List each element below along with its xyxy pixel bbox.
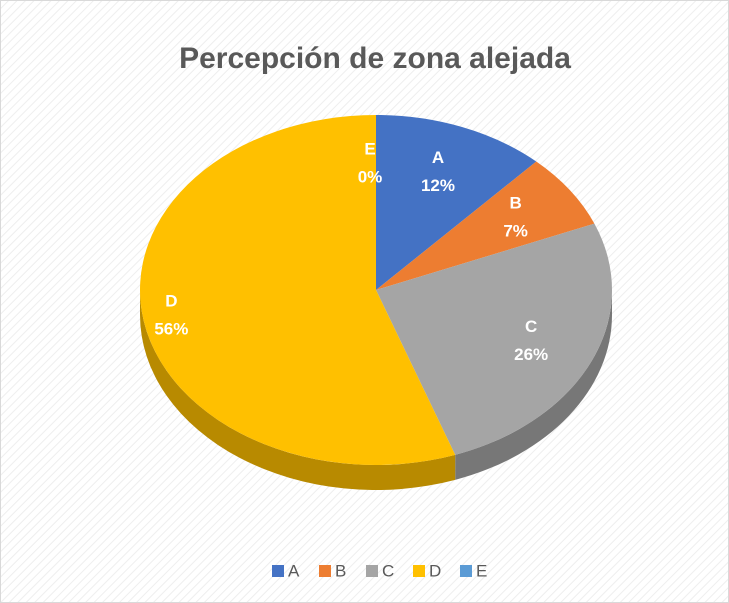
legend-swatch (319, 565, 331, 577)
data-labels: A 12% B 7% C 26% D 56% E 0% (154, 139, 548, 363)
data-label-category: C (525, 317, 537, 336)
slice (376, 161, 595, 290)
slice (376, 115, 537, 290)
legend-label: B (335, 561, 346, 580)
legend: A B C D E (272, 561, 487, 580)
legend-swatch (366, 565, 378, 577)
data-label-value: 0% (358, 167, 383, 186)
data-label-value: 56% (154, 320, 188, 339)
legend-label: C (382, 561, 394, 580)
data-label-category: D (165, 292, 177, 311)
slice (139, 115, 456, 465)
data-label-category: E (364, 139, 375, 158)
legend-label: E (476, 561, 487, 580)
data-label-value: 7% (503, 222, 528, 241)
legend-swatch (272, 565, 284, 577)
legend-swatch (413, 565, 425, 577)
data-label-category: A (432, 148, 444, 167)
data-label-value: 12% (421, 176, 455, 195)
legend-label: D (429, 561, 441, 580)
data-label-category: B (509, 194, 521, 213)
slice-side (455, 290, 612, 480)
slice-side (140, 290, 456, 490)
pie-tops (139, 115, 612, 465)
pie-sides (140, 290, 612, 490)
legend-swatch (460, 565, 472, 577)
slice (376, 223, 612, 455)
legend-label: A (288, 561, 300, 580)
data-label-value: 26% (514, 345, 548, 364)
chart-title: Percepción de zona alejada (179, 42, 571, 75)
